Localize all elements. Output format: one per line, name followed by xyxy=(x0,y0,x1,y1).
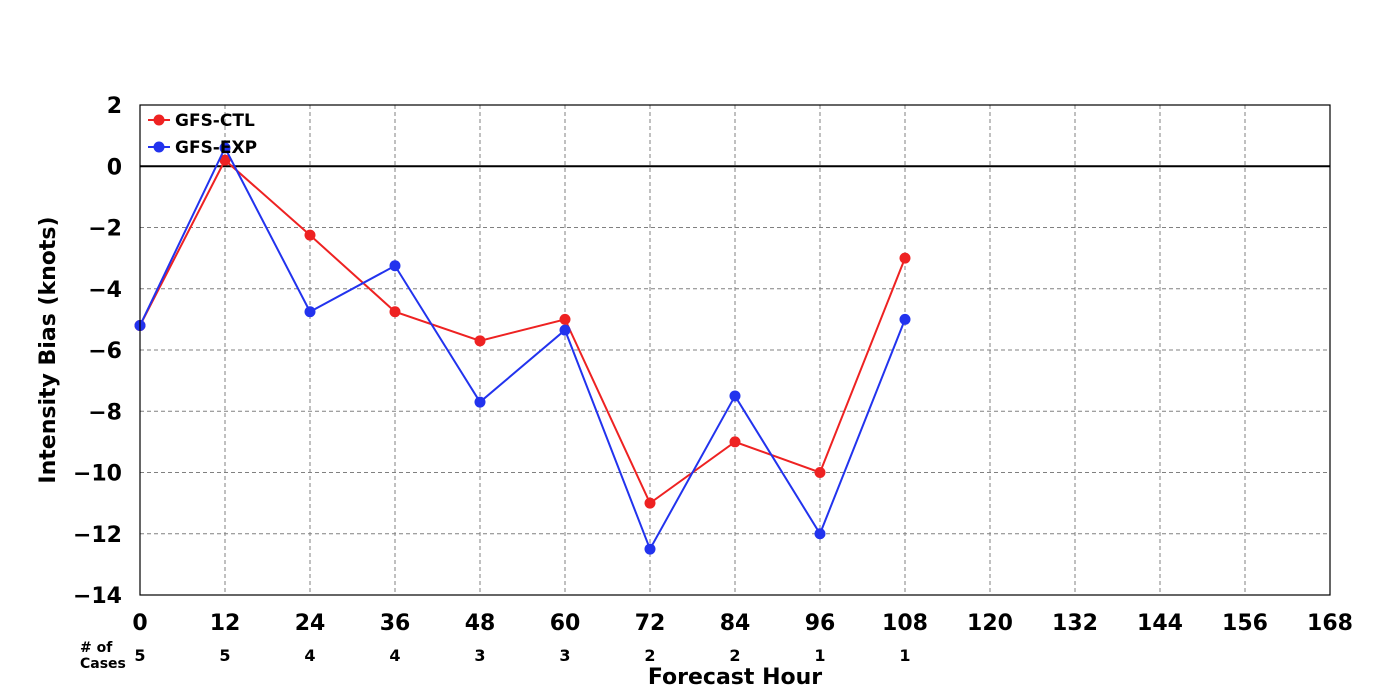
data-point xyxy=(304,229,316,241)
legend: GFS-CTL GFS-EXP xyxy=(148,111,257,158)
x-tick-labels: 0 12 24 36 48 60 72 84 96 108 120 132 144 156 168 xyxy=(132,611,1353,636)
y-tick-label: 2 xyxy=(107,94,122,119)
data-point xyxy=(559,324,571,336)
data-point xyxy=(729,390,741,402)
data-point xyxy=(389,260,401,272)
series-gfs-exp xyxy=(134,142,911,555)
y-axis-label: Intensity Bias (knots) xyxy=(36,216,61,483)
x-tick-label: 84 xyxy=(720,611,751,636)
case-count: 3 xyxy=(474,646,485,665)
data-point xyxy=(304,306,316,318)
data-point xyxy=(389,306,401,318)
x-tick-label: 12 xyxy=(210,611,241,636)
case-count: 4 xyxy=(389,646,400,665)
data-point xyxy=(559,313,571,325)
data-point xyxy=(474,396,486,408)
x-tick-label: 60 xyxy=(550,611,581,636)
gridlines xyxy=(140,105,1330,595)
data-point xyxy=(814,528,826,540)
x-tick-label: 0 xyxy=(132,611,147,636)
case-count: 5 xyxy=(219,646,230,665)
legend-label: GFS-CTL xyxy=(175,111,255,131)
y-tick-label: −14 xyxy=(73,584,122,609)
x-tick-label: 72 xyxy=(635,611,666,636)
data-point xyxy=(814,467,826,478)
data-point xyxy=(899,252,911,264)
x-tick-label: 36 xyxy=(380,611,411,636)
case-count: 1 xyxy=(899,646,910,665)
legend-label: GFS-EXP xyxy=(175,138,257,158)
case-count: 2 xyxy=(729,646,740,665)
y-tick-labels: 2 0 −2 −4 −6 −8 −10 −12 −14 xyxy=(73,94,122,609)
y-tick-label: 0 xyxy=(107,155,122,180)
series-gfs-ctl xyxy=(134,154,911,509)
data-point xyxy=(644,497,656,509)
x-tick-label: 96 xyxy=(805,611,836,636)
y-tick-label: −6 xyxy=(88,339,122,364)
y-tick-label: −10 xyxy=(73,462,122,487)
case-count: 1 xyxy=(814,646,825,665)
x-axis-label: Forecast Hour xyxy=(648,665,822,690)
series-line xyxy=(139,145,906,552)
legend-item: GFS-EXP xyxy=(148,138,257,158)
x-tick-label: 156 xyxy=(1222,611,1268,636)
data-point xyxy=(729,436,741,448)
case-count: 3 xyxy=(559,646,570,665)
case-count: 2 xyxy=(644,646,655,665)
legend-item: GFS-CTL xyxy=(148,111,255,131)
data-point xyxy=(219,154,231,166)
case-count: 5 xyxy=(134,646,145,665)
cases-label-line1: # of xyxy=(80,640,113,656)
cases-label-line2: Cases xyxy=(80,656,126,672)
series-line xyxy=(139,158,906,505)
x-tick-label: 108 xyxy=(882,611,928,636)
x-tick-label: 168 xyxy=(1307,611,1353,636)
series-lines xyxy=(134,142,911,555)
data-point xyxy=(899,313,911,325)
legend-marker xyxy=(153,114,165,126)
x-tick-label: 120 xyxy=(967,611,1013,636)
data-point xyxy=(644,543,656,555)
x-tick-label: 48 xyxy=(465,611,496,636)
x-tick-label: 24 xyxy=(295,611,326,636)
plot-frame xyxy=(139,104,1331,596)
legend-marker xyxy=(153,141,165,153)
x-tick-label: 144 xyxy=(1137,611,1183,636)
y-tick-label: −8 xyxy=(88,400,122,425)
case-count: 4 xyxy=(304,646,315,665)
y-tick-label: −2 xyxy=(88,217,122,242)
data-point xyxy=(219,142,231,154)
y-tick-label: −12 xyxy=(73,523,122,548)
x-tick-label: 132 xyxy=(1052,611,1098,636)
y-tick-label: −4 xyxy=(88,278,122,303)
data-point xyxy=(474,335,486,347)
